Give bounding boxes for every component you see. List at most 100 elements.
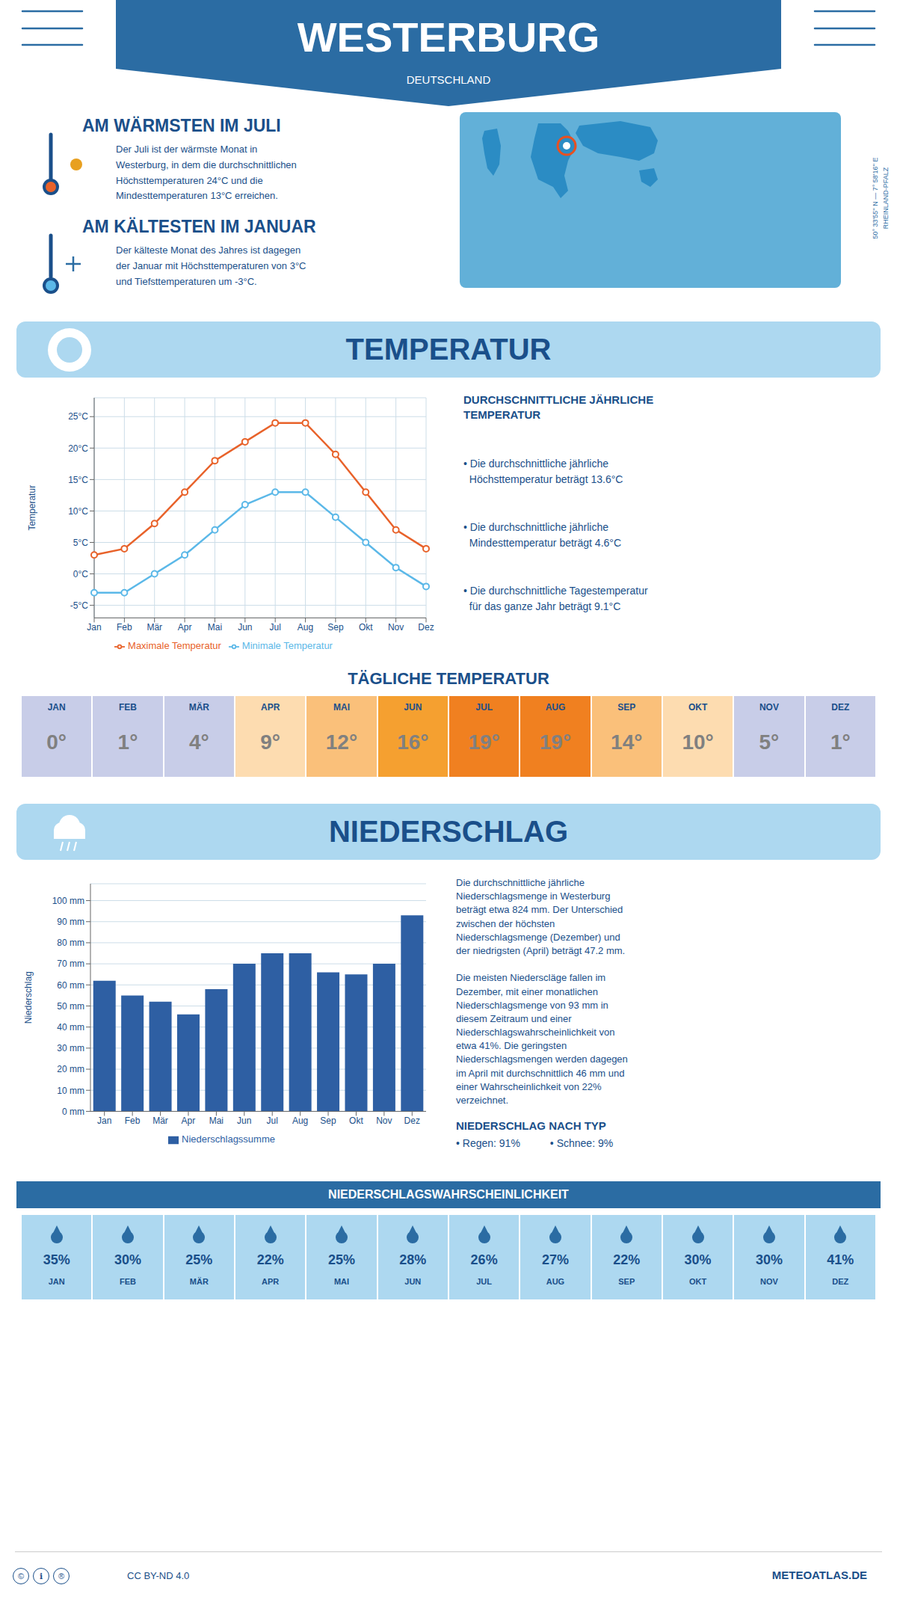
html-text:NIEDERSCHLAG NACH TYP: NIEDERSCHLAG NACH TYP [455,1119,607,1132]
svg-text:Jun: Jun [237,621,252,633]
html-text:AM KÄLTESTEN IM JANUAR: AM KÄLTESTEN IM JANUAR [82,216,316,237]
html-text:1°: 1° [830,730,851,754]
html-text:25%: 25% [328,1252,356,1268]
html-text:30%: 30% [755,1252,783,1268]
html-text:• Die durchschnittliche Tagest: • Die durchschnittliche Tagestemperatur … [463,584,648,613]
html-text:Der Juli ist der wärmste Monat: Der Juli ist der wärmste Monat in Wester… [115,143,297,202]
html-text:41%: 41% [826,1252,854,1268]
svg-text:100 mm: 100 mm [52,895,85,906]
html-text:30%: 30% [114,1252,142,1268]
html-text:25%: 25% [185,1252,213,1268]
html-text:DEUTSCHLAND: DEUTSCHLAND [406,73,491,86]
svg-text:15°C: 15°C [68,474,89,486]
svg-text:20 mm: 20 mm [56,1063,85,1075]
html-text:22%: 22% [613,1252,641,1268]
svg-text:Jul: Jul [269,621,282,633]
svg-text:Nov: Nov [387,621,404,633]
html-text:AM WÄRMSTEN IM JULI: AM WÄRMSTEN IM JULI [82,115,281,136]
html-text:MÄR: MÄR [188,701,210,713]
html-text:• Regen: 91%: • Regen: 91% [455,1136,521,1149]
html-text:JAN: JAN [47,701,66,713]
svg-text:Jun: Jun [236,1115,252,1126]
html-text:SEP: SEP [617,701,636,713]
svg-text:0 mm: 0 mm [62,1106,85,1117]
svg-text:60 mm: 60 mm [56,979,85,991]
html-text:• Die durchschnittliche jährli: • Die durchschnittliche jährliche Mindes… [463,521,622,549]
html-text:5°: 5° [759,730,780,754]
html-text:Minimale Temperatur: Minimale Temperatur [242,640,333,652]
html-text:JUN: JUN [403,701,422,713]
html-text:NIEDERSCHLAGSWAHRSCHEINLICHKEI: NIEDERSCHLAGSWAHRSCHEINLICHKEIT [328,1187,569,1201]
svg-text:0°C: 0°C [73,568,89,580]
svg-text:40 mm: 40 mm [56,1021,85,1033]
svg-text:20°C: 20°C [68,443,89,454]
svg-text:Feb: Feb [116,621,133,633]
html-text:METEOATLAS.DE: METEOATLAS.DE [772,1568,868,1581]
html-text:1°: 1° [117,730,138,754]
svg-text:10°C: 10°C [68,506,89,517]
svg-text:Mär: Mär [146,621,163,633]
html-text:12°: 12° [325,730,358,754]
svg-text:Okt: Okt [349,1115,364,1126]
html-text:28%: 28% [399,1252,427,1268]
html-text:TÄGLICHE TEMPERATUR: TÄGLICHE TEMPERATUR [347,669,550,688]
svg-text:-5°C: -5°C [70,600,89,611]
svg-text:Mai: Mai [207,621,223,633]
html-text:14°: 14° [610,730,643,754]
svg-text:Niederschlag: Niederschlag [23,971,34,1024]
html-text:APR: APR [260,701,280,713]
svg-text:Apr: Apr [181,1115,196,1126]
svg-text:Aug: Aug [297,621,314,633]
html-text:TEMPERATUR: TEMPERATUR [345,332,552,366]
html-text:Die durchschnittliche jährlich: Die durchschnittliche jährliche Niedersc… [455,876,628,1106]
svg-text:Aug: Aug [292,1115,308,1126]
svg-text:Temperatur: Temperatur [26,485,38,531]
svg-text:Apr: Apr [177,621,193,633]
html-text:AUG: AUG [545,701,566,713]
html-text:16°: 16° [396,730,429,754]
html-text:35%: 35% [43,1252,71,1268]
html-text:26%: 26% [470,1252,498,1268]
html-text:FEB: FEB [118,701,137,713]
svg-text:90 mm: 90 mm [56,916,85,927]
html-text:WESTERBURG: WESTERBURG [297,13,600,61]
svg-text:25°C: 25°C [68,411,89,422]
html-text:19°: 19° [468,730,500,754]
html-text:9°: 9° [260,730,281,754]
html-text:OKT: OKT [688,701,708,713]
svg-text:Jan: Jan [86,621,101,633]
svg-text:10 mm: 10 mm [56,1085,85,1096]
svg-text:Feb: Feb [124,1115,141,1126]
html-text:22%: 22% [256,1252,284,1268]
html-text:Maximale Temperatur: Maximale Temperatur [127,640,222,652]
html-text:NIEDERSCHLAG: NIEDERSCHLAG [328,814,569,848]
svg-text:Dez: Dez [404,1115,421,1126]
html-text:30%: 30% [684,1252,712,1268]
html-text:• Die durchschnittliche jährli: • Die durchschnittliche jährliche Höchst… [463,457,623,486]
html-text:19°: 19° [539,730,572,754]
svg-text:30 mm: 30 mm [56,1042,85,1054]
html-text:JUL: JUL [475,701,493,713]
svg-text:Dez: Dez [417,621,434,633]
html-text:4°: 4° [189,730,210,754]
svg-text:70 mm: 70 mm [56,958,85,969]
svg-text:50 mm: 50 mm [56,1000,85,1012]
html-text:DURCHSCHNITTLICHE JÄHRLICHE TE: DURCHSCHNITTLICHE JÄHRLICHE TEMPERATUR [463,393,654,421]
svg-text:Okt: Okt [358,621,374,633]
html-text:0°: 0° [46,730,67,754]
svg-text:Jan: Jan [97,1115,112,1126]
html-text:MAI: MAI [333,701,350,713]
svg-text:Nov: Nov [375,1115,392,1126]
svg-text:80 mm: 80 mm [56,937,85,948]
html-text:Der kälteste Monat des Jahres: Der kälteste Monat des Jahres ist dagege… [115,244,307,287]
html-text:• Schnee: 9%: • Schnee: 9% [550,1136,614,1149]
html-text:27%: 27% [541,1252,569,1268]
html-text:10°: 10° [682,730,714,754]
svg-text:Mär: Mär [152,1115,169,1126]
svg-text:Jul: Jul [266,1115,279,1126]
svg-text:5°C: 5°C [73,537,89,548]
svg-text:Sep: Sep [327,621,344,633]
svg-text:Mai: Mai [209,1115,224,1126]
html-text:50° 33'55'' N — 7° 58'16'' E R: 50° 33'55'' N — 7° 58'16'' E RHEINLAND-P… [871,157,889,239]
svg-text:Sep: Sep [319,1115,337,1126]
